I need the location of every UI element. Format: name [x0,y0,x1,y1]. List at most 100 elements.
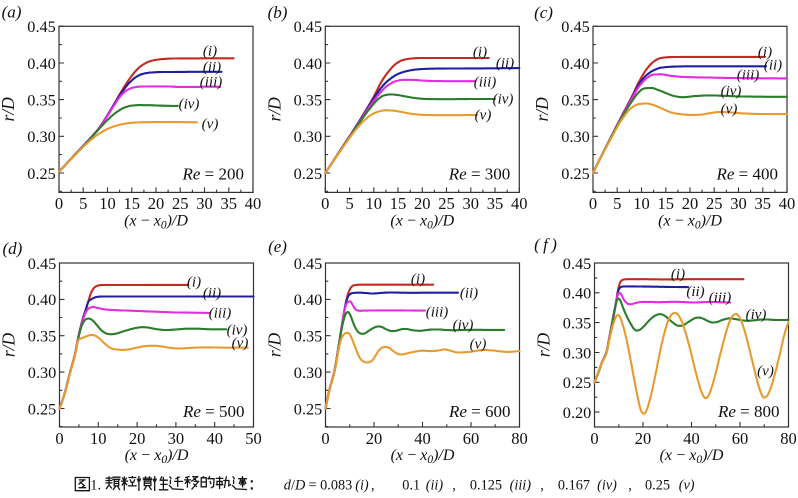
svg-text:20: 20 [414,194,431,213]
svg-text:(v): (v) [721,102,738,118]
svg-text:0: 0 [321,194,329,213]
svg-text:0.25: 0.25 [645,478,670,494]
svg-text:(iii): (iii) [709,290,732,306]
svg-text:Re = 300: Re = 300 [448,164,511,183]
svg-text:20: 20 [129,429,146,448]
svg-text:(iii): (iii) [474,75,497,91]
svg-text:(iv): (iv) [746,307,767,323]
svg-text:80: 80 [511,429,528,448]
svg-text:Re = 500: Re = 500 [182,402,245,421]
svg-text:30: 30 [730,194,747,213]
svg-text:0.25: 0.25 [561,164,590,183]
svg-text:10: 10 [90,429,107,448]
svg-text:0.45: 0.45 [294,17,323,36]
svg-text:40: 40 [414,429,431,448]
svg-text:20: 20 [635,429,652,448]
svg-text:40: 40 [779,194,796,213]
svg-text:,: , [452,478,456,494]
svg-text:(iii): (iii) [510,478,532,494]
svg-text:30: 30 [168,429,185,448]
svg-text:0: 0 [589,194,597,213]
svg-text:0.125: 0.125 [470,478,502,494]
svg-text:0.25: 0.25 [294,164,323,183]
svg-text:(x − x0)/D: (x − x0)/D [660,447,724,466]
svg-text:15: 15 [658,194,675,213]
svg-text:(x − x0)/D: (x − x0)/D [124,212,188,231]
svg-text:(i): (i) [187,275,201,291]
svg-text:15: 15 [390,194,407,213]
svg-text:(i): (i) [355,478,369,494]
svg-text:0.25: 0.25 [563,373,592,392]
svg-text:5: 5 [79,194,87,213]
svg-text:(iv): (iv) [179,97,200,113]
svg-text:(ii): (ii) [496,56,514,72]
svg-text:(i): (i) [758,45,772,61]
svg-text:(x − x0)/D: (x − x0)/D [391,447,455,466]
svg-text:(i): (i) [203,44,217,60]
svg-text:0.40: 0.40 [294,54,323,73]
svg-text:Re = 800: Re = 800 [717,402,780,421]
svg-text:(v): (v) [475,108,492,124]
svg-text:(iv): (iv) [453,318,474,334]
svg-text:(iv): (iv) [493,92,514,108]
svg-text:0.45: 0.45 [563,254,592,273]
svg-text:r/D: r/D [0,332,19,357]
svg-text:0.30: 0.30 [28,363,57,382]
svg-text:(v): (v) [232,336,249,352]
svg-text:(iv): (iv) [721,84,742,100]
svg-text:5: 5 [613,194,621,213]
svg-text:0.20: 0.20 [563,403,592,422]
svg-text:5: 5 [345,194,353,213]
svg-text:Re = 600: Re = 600 [448,402,511,421]
svg-text:60: 60 [463,429,480,448]
svg-text:0.30: 0.30 [563,343,592,362]
svg-text:(v): (v) [470,337,487,353]
svg-text:20: 20 [366,429,383,448]
svg-text:(iii): (iii) [209,306,232,322]
svg-text:0.35: 0.35 [28,327,57,346]
svg-text:0.30: 0.30 [294,363,323,382]
svg-text:25: 25 [172,194,189,213]
svg-text:35: 35 [755,194,772,213]
svg-text:0.35: 0.35 [561,90,590,109]
svg-text:r/D: r/D [532,97,552,122]
svg-text:40: 40 [245,194,262,213]
svg-text:(b): (b) [268,3,288,22]
svg-text:35: 35 [221,194,238,213]
svg-text:(a): (a) [2,3,22,22]
svg-text:(v): (v) [679,478,695,494]
svg-text:(ii): (ii) [203,60,221,76]
svg-text:0.35: 0.35 [294,327,323,346]
svg-text:60: 60 [732,429,749,448]
svg-text:30: 30 [463,194,480,213]
svg-text:30: 30 [196,194,213,213]
svg-text:(c): (c) [534,3,553,22]
svg-text:0.25: 0.25 [27,164,56,183]
svg-text:0: 0 [590,429,598,448]
svg-text:0.25: 0.25 [294,399,323,418]
svg-text:0: 0 [321,429,329,448]
svg-text:10: 10 [366,194,383,213]
svg-text:(iv): (iv) [597,478,617,494]
svg-text:0.30: 0.30 [561,127,590,146]
svg-text:0.35: 0.35 [563,313,592,332]
svg-text:40: 40 [206,429,223,448]
svg-text:1.: 1. [90,478,101,494]
svg-text:25: 25 [706,194,723,213]
svg-text:Re = 400: Re = 400 [715,164,778,183]
svg-text:(ii): (ii) [686,284,704,300]
svg-text:d/D: d/D [284,478,306,494]
svg-text:25: 25 [438,194,455,213]
svg-text:0.35: 0.35 [27,90,56,109]
svg-text:r/D: r/D [0,97,18,122]
svg-text:(e): (e) [268,237,287,256]
svg-text:20: 20 [682,194,699,213]
svg-text:10: 10 [633,194,650,213]
svg-text:(i): (i) [671,267,685,283]
svg-text:0.40: 0.40 [561,54,590,73]
svg-text:,: , [628,478,632,494]
svg-text:,: , [371,478,375,494]
svg-text:35: 35 [487,194,504,213]
svg-text:20: 20 [148,194,165,213]
svg-text:(iii): (iii) [200,75,223,91]
